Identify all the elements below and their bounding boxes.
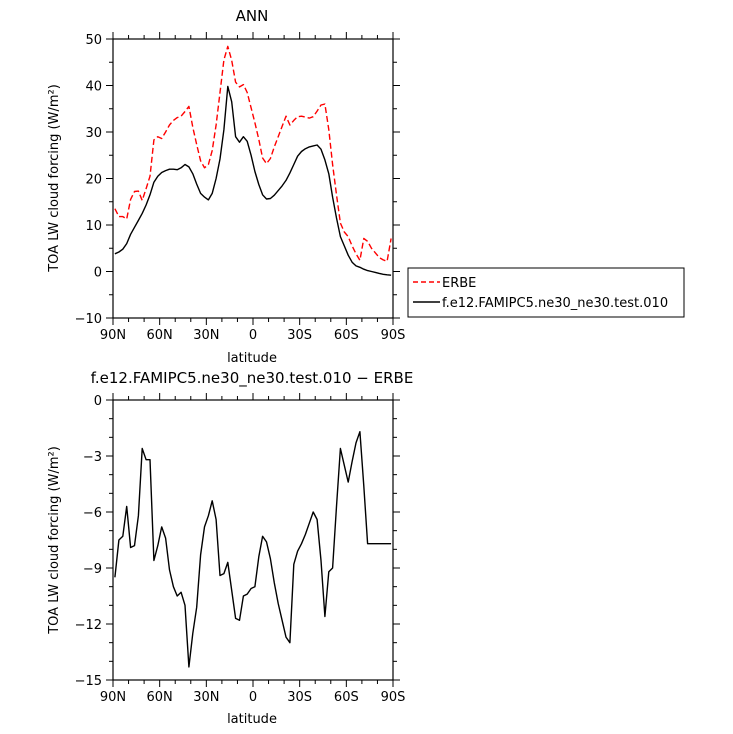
bottom-x-axis-label: latitude — [227, 712, 277, 727]
bottom-y-tick-label: −9 — [83, 562, 102, 577]
top-y-tick-label: 20 — [85, 173, 102, 188]
bottom-y-tick-label: −3 — [83, 450, 102, 465]
bottom-plot-frame — [112, 399, 394, 681]
top-y-tick-label: 40 — [85, 80, 102, 95]
top-y-tick-label: 0 — [94, 266, 102, 281]
top-series-line-1 — [114, 85, 392, 276]
top-y-tick-label: 50 — [85, 33, 102, 48]
bottom-chart-title: f.e12.FAMIPC5.ne30_ne30.test.010 − ERBE — [91, 369, 414, 388]
top-x-tick-label: 30S — [287, 328, 312, 343]
top-x-tick-label: 60S — [334, 328, 359, 343]
top-y-axis-label: TOA LW cloud forcing (W/m²) — [47, 84, 62, 273]
bottom-y-tick-label: −15 — [75, 674, 102, 689]
bottom-x-tick-label: 0 — [249, 690, 257, 705]
top-plot-frame — [112, 38, 394, 319]
bottom-x-tick-label: 30S — [287, 690, 312, 705]
top-y-tick-label: 30 — [85, 126, 102, 141]
top-x-tick-label: 90S — [381, 328, 406, 343]
bottom-y-tick-label: −6 — [83, 506, 102, 521]
top-x-axis-label: latitude — [227, 351, 277, 366]
bottom-x-tick-label: 90S — [381, 690, 406, 705]
bottom-y-tick-label: 0 — [94, 394, 102, 409]
legend-label-erbe: ERBE — [442, 276, 476, 291]
legend: ERBE f.e12.FAMIPC5.ne30_ne30.test.010 — [407, 267, 685, 318]
top-y-tick-label: 10 — [85, 219, 102, 234]
bottom-series-line-0 — [114, 431, 392, 668]
legend-box — [407, 267, 685, 318]
bottom-x-tick-label: 60S — [334, 690, 359, 705]
top-x-tick-label: 0 — [249, 328, 257, 343]
top-x-tick-label: 90N — [100, 328, 126, 343]
bottom-x-tick-label: 30N — [193, 690, 219, 705]
top-chart: ANN 90N 60N 30N 0 30S 60S 90S −10 0 10 20 30 40 50 la… — [47, 7, 405, 366]
bottom-chart: f.e12.FAMIPC5.ne30_ne30.test.010 − ERBE … — [47, 369, 413, 727]
bottom-x-tick-label: 90N — [100, 690, 126, 705]
top-x-tick-label: 30N — [193, 328, 219, 343]
top-x-tick-label: 60N — [147, 328, 173, 343]
bottom-y-tick-label: −12 — [75, 618, 102, 633]
top-y-tick-label: −10 — [75, 312, 102, 327]
top-series-line-0 — [114, 45, 392, 262]
bottom-x-tick-label: 60N — [147, 690, 173, 705]
top-plot-area: 90N 60N 30N 0 30S 60S 90S −10 0 10 20 30 40 50 — [75, 32, 406, 343]
bottom-plot-area: 90N 60N 30N 0 30S 60S 90S −15 −12 −9 −6 −3 0 — [75, 393, 406, 705]
bottom-y-axis-label: TOA LW cloud forcing (W/m²) — [47, 446, 62, 635]
top-chart-title: ANN — [236, 7, 269, 25]
legend-label-model: f.e12.FAMIPC5.ne30_ne30.test.010 — [442, 296, 668, 311]
